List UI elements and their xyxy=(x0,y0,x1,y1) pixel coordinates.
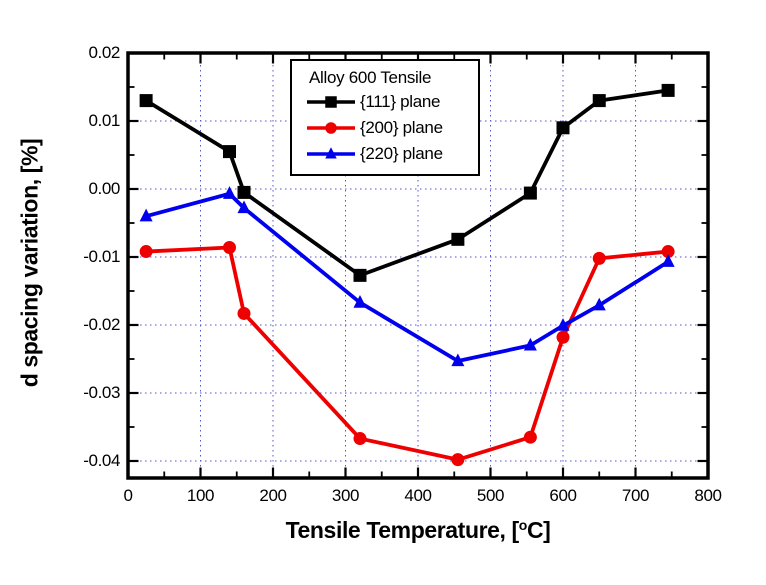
x-axis-title-text: Tensile Temperature, [ xyxy=(285,517,520,543)
x-tick-label: 800 xyxy=(694,486,722,505)
legend-entry-111-plane: {111} plane xyxy=(292,89,478,115)
y-tick-label: -0.02 xyxy=(83,315,120,334)
circle-marker xyxy=(353,432,367,446)
triangle-marker xyxy=(325,147,337,159)
square-marker xyxy=(325,96,337,108)
circle-marker xyxy=(237,306,251,320)
legend-swatch-square-icon xyxy=(307,96,355,108)
x-tick-label: 100 xyxy=(186,486,215,505)
x-axis-title-unit: C] xyxy=(526,517,551,543)
y-tick-label: -0.01 xyxy=(83,247,120,266)
circle-marker xyxy=(523,430,537,444)
square-marker xyxy=(523,186,537,200)
square-marker xyxy=(237,185,251,199)
legend-entry-220-plane: {220} plane xyxy=(292,141,478,167)
x-tick-label: 200 xyxy=(259,486,287,505)
series--200-plane xyxy=(139,240,675,467)
triangle-marker xyxy=(139,208,153,222)
triangle-marker xyxy=(353,294,367,308)
legend-label: {200} plane xyxy=(360,118,443,137)
y-tick-label: -0.03 xyxy=(83,383,120,402)
circle-marker xyxy=(556,330,570,344)
x-tick-label: 400 xyxy=(404,486,432,505)
x-tick-label: 700 xyxy=(621,486,650,505)
circle-marker xyxy=(451,453,465,467)
circle-marker xyxy=(661,245,675,259)
series--111-plane xyxy=(139,83,675,282)
series--220-plane xyxy=(139,186,675,367)
x-tick-label: 500 xyxy=(476,486,505,505)
triangle-marker xyxy=(592,297,606,311)
legend-swatch-circle-icon xyxy=(307,122,355,134)
square-marker xyxy=(353,268,367,282)
x-tick-label: 0 xyxy=(123,486,133,505)
triangle-marker xyxy=(523,337,537,351)
legend-title: Alloy 600 Tensile xyxy=(309,68,432,87)
circle-marker xyxy=(592,251,606,265)
legend: Alloy 600 Tensile {111} plane {200} plan… xyxy=(290,59,480,176)
triangle-marker xyxy=(237,200,251,214)
y-axis-title: d spacing variation, [%] xyxy=(17,139,44,388)
y-axis-title-text: d spacing variation, [%] xyxy=(16,138,43,388)
y-tick-label: -0.04 xyxy=(83,451,120,470)
square-marker xyxy=(139,94,153,108)
circle-marker xyxy=(325,122,337,134)
square-marker xyxy=(223,145,236,159)
x-tick-label: 300 xyxy=(331,486,360,505)
legend-entry-200-plane: {200} plane xyxy=(292,115,478,141)
triangle-marker xyxy=(223,186,236,199)
y-tick-label: 0.00 xyxy=(88,179,121,198)
y-tick-label: 0.01 xyxy=(88,111,121,130)
square-marker xyxy=(451,232,465,246)
triangle-marker xyxy=(556,318,570,331)
square-marker xyxy=(592,94,606,108)
legend-label: {111} plane xyxy=(360,92,441,111)
circle-marker xyxy=(223,240,236,254)
square-marker xyxy=(661,83,675,97)
series-line xyxy=(144,245,671,462)
circle-marker xyxy=(139,245,153,259)
y-tick-label: 0.02 xyxy=(88,43,121,62)
triangle-marker xyxy=(451,353,465,367)
square-marker xyxy=(556,121,570,135)
x-tick-label: 600 xyxy=(549,486,577,505)
legend-swatch-triangle-icon xyxy=(307,147,355,159)
triangle-marker xyxy=(661,254,675,267)
degree-superscript: o xyxy=(518,517,528,533)
x-axis-title: Tensile Temperature, [oC] xyxy=(128,517,708,544)
legend-label: {220} plane xyxy=(360,144,443,163)
axis-frame xyxy=(126,51,710,480)
